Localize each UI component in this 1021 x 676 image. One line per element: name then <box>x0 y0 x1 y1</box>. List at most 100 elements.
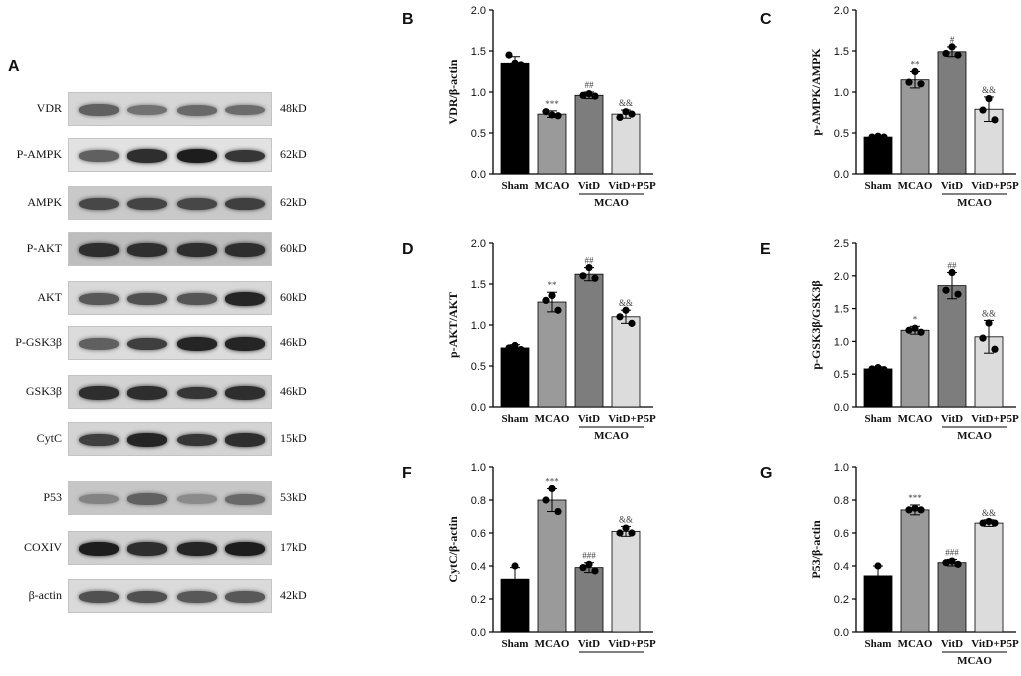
blot-band <box>127 591 167 603</box>
bar-mcao <box>900 509 930 633</box>
data-point <box>628 529 636 537</box>
category-label: Sham <box>865 413 892 425</box>
data-point <box>954 290 962 298</box>
blot-label-p-gsk3-: P-GSK3β <box>15 335 62 349</box>
blot-band <box>177 433 217 447</box>
category-label: MCAO <box>898 413 933 425</box>
y-axis-label: p-AMPK/AMPK <box>809 48 823 136</box>
blot-band <box>225 591 265 603</box>
data-point <box>554 306 562 314</box>
y-tick-label: 0.2 <box>834 594 849 606</box>
bar-vitd-p5p <box>974 522 1004 633</box>
category-label: Sham <box>502 413 529 425</box>
bar-vitd <box>574 273 604 408</box>
data-point <box>542 108 550 116</box>
data-point <box>985 517 993 526</box>
blot-band <box>79 542 119 556</box>
data-point <box>979 106 987 114</box>
y-tick-label: 0.5 <box>471 128 486 140</box>
panel-letter-d: D <box>402 241 414 258</box>
blot-band <box>79 197 119 211</box>
bar-vitd <box>574 567 604 633</box>
blot-band <box>225 493 265 505</box>
significance-mark: ### <box>582 551 596 561</box>
panel-letter-c: C <box>760 11 772 28</box>
category-label: VitD+P5P <box>608 638 656 650</box>
significance-mark: # <box>950 35 955 45</box>
blot-image-akt <box>68 281 272 315</box>
data-point <box>905 506 913 514</box>
data-point <box>511 59 519 67</box>
y-tick-label: 0.0 <box>471 627 486 639</box>
data-point <box>868 365 876 373</box>
blot-label--actin: β-actin <box>28 588 62 602</box>
category-label: MCAO <box>898 638 933 650</box>
data-point <box>554 507 562 516</box>
data-point <box>517 346 525 354</box>
blot-image-p-ampk <box>68 138 272 172</box>
data-point <box>554 112 562 120</box>
blot-size-cytc: 15kD <box>280 431 307 445</box>
data-point <box>517 580 525 588</box>
blot-label-gsk3-: GSK3β <box>25 384 62 398</box>
data-point <box>628 110 636 118</box>
blot-size-ampk: 62kD <box>280 195 307 209</box>
data-point <box>942 559 950 567</box>
blot-size-vdr: 48kD <box>280 101 307 115</box>
data-point <box>905 326 913 334</box>
blot-band <box>225 149 265 163</box>
category-label: VitD <box>941 180 963 192</box>
blot-image--actin <box>68 579 272 613</box>
blot-size-p-akt: 60kD <box>280 241 307 255</box>
y-tick-label: 0.6 <box>834 528 849 540</box>
data-point <box>505 51 513 59</box>
data-point <box>880 133 888 141</box>
data-point <box>942 49 950 58</box>
blot-size-p-gsk3-: 46kD <box>280 335 307 349</box>
blot-band <box>225 542 265 556</box>
blot-band <box>79 386 119 400</box>
data-point <box>985 319 993 327</box>
data-point <box>542 296 550 304</box>
category-label: MCAO <box>535 413 570 425</box>
data-point <box>585 90 593 98</box>
blot-band <box>79 338 119 350</box>
panel-letter-f: F <box>402 465 412 482</box>
y-tick-label: 1.0 <box>471 462 486 474</box>
panel-letter-b: B <box>402 11 414 28</box>
significance-mark: *** <box>908 493 922 503</box>
blot-band <box>177 337 217 351</box>
data-point <box>622 306 630 314</box>
blot-band <box>127 243 167 257</box>
data-point <box>954 560 962 568</box>
data-point <box>548 111 556 119</box>
blot-band <box>225 243 265 257</box>
data-point <box>591 274 599 282</box>
blot-label-akt: AKT <box>37 290 62 304</box>
category-label: Sham <box>865 638 892 650</box>
panel-letter-g: G <box>760 465 772 482</box>
blot-band <box>79 493 119 505</box>
blot-band <box>127 433 167 447</box>
blot-band <box>177 104 217 116</box>
data-point <box>579 91 587 99</box>
bar-mcao <box>900 329 930 408</box>
blot-band <box>177 542 217 556</box>
bar-vitd <box>937 51 967 175</box>
significance-mark: ** <box>548 280 558 290</box>
y-axis-label: P53/β-actin <box>809 520 823 579</box>
data-point <box>548 291 556 300</box>
category-label: Sham <box>502 180 529 192</box>
group-label: MCAO <box>957 655 992 667</box>
y-tick-label: 2.0 <box>834 271 849 283</box>
y-tick-label: 2.5 <box>834 238 849 250</box>
data-point <box>579 272 587 280</box>
blot-image-p-akt <box>68 232 272 266</box>
data-point <box>874 132 882 140</box>
panel-letter-e: E <box>760 241 771 258</box>
blot-band <box>225 386 265 400</box>
category-label: VitD <box>578 180 600 192</box>
blot-band <box>177 149 217 163</box>
y-tick-label: 1.0 <box>834 87 849 99</box>
